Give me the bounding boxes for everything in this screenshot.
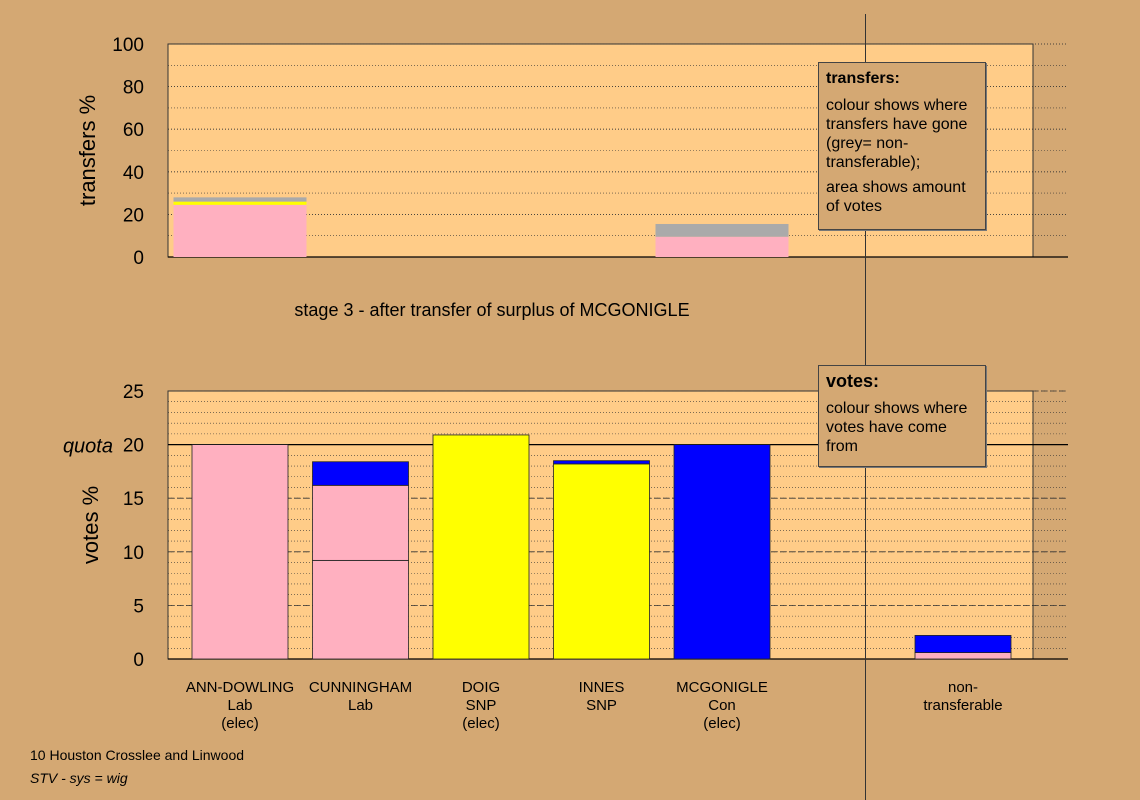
votes-y-tick-label: 20	[123, 436, 144, 457]
x-category-label: MCGONIGLE	[676, 679, 768, 696]
votes-bar-ann-dowling-lab	[191, 444, 289, 660]
votes-bar-cunningham-lab	[312, 559, 409, 660]
x-category-label: (elec)	[462, 715, 500, 732]
transfers-legend-title: transfers:	[826, 70, 900, 87]
footer-title: 10 Houston Crosslee and Linwood	[30, 747, 245, 763]
votes-y-tick-label: 5	[133, 596, 144, 617]
votes-bar-mcgonigle-con	[673, 444, 771, 660]
transfers-bar-ann-dowling-non-transferable	[173, 197, 307, 202]
transfers-bar-mcgonigle-non-transferable	[655, 223, 789, 237]
x-category-label: INNES	[579, 679, 625, 696]
votes-y-tick-label: 15	[123, 489, 144, 510]
transfers-y-tick-label: 0	[133, 248, 144, 269]
transfers-y-tick-label: 40	[123, 163, 144, 184]
x-category-label: (elec)	[221, 715, 259, 732]
x-category-label: Con	[708, 697, 736, 714]
x-category-label: ANN-DOWLING	[186, 679, 294, 696]
transfers-legend-line2: area shows amount of votes	[826, 179, 966, 215]
votes-bar-non-transferable-lab	[914, 652, 1012, 660]
transfers-y-tick-label: 100	[112, 35, 144, 56]
votes-legend-title: votes:	[826, 371, 880, 391]
x-category-label: (elec)	[703, 715, 741, 732]
x-category-label: non-	[948, 679, 978, 696]
votes-bar-doig-snp	[432, 434, 530, 660]
x-category-label: DOIG	[462, 679, 500, 696]
transfers-bar-ann-dowling-snp	[173, 201, 307, 205]
footer-system: STV - sys = wig	[30, 770, 128, 786]
votes-legend-line1: colour shows where votes have come from	[826, 400, 968, 455]
x-category-label: SNP	[466, 697, 497, 714]
quota-label: quota	[63, 436, 113, 458]
transfers-bar-mcgonigle-lab	[655, 236, 789, 257]
x-category-label: SNP	[586, 697, 617, 714]
x-category-label: CUNNINGHAM	[309, 679, 412, 696]
transfers-bar-ann-dowling-lab	[173, 204, 307, 257]
x-category-label: transferable	[923, 697, 1002, 714]
transfers-y-axis-label: transfers %	[75, 95, 100, 206]
votes-y-axis-label: votes %	[78, 486, 103, 564]
transfers-legend-line1: colour shows where transfers have gone (…	[826, 97, 968, 171]
votes-bar-innes-con	[553, 460, 650, 465]
votes-y-tick-label: 10	[123, 543, 144, 564]
x-category-label: Lab	[348, 697, 373, 714]
votes-bar-cunningham-lab	[312, 484, 409, 561]
votes-y-tick-label: 25	[123, 382, 144, 403]
votes-bar-non-transferable-con	[914, 635, 1012, 653]
votes-y-tick-label: 0	[133, 650, 144, 671]
transfers-legend: transfers: colour shows where transfers …	[818, 62, 986, 230]
x-category-label: Lab	[227, 697, 252, 714]
votes-bar-cunningham-con	[312, 461, 409, 486]
votes-bar-innes-snp	[553, 463, 650, 660]
transfers-y-tick-label: 80	[123, 78, 144, 99]
transfers-y-tick-label: 60	[123, 120, 144, 141]
votes-legend: votes: colour shows where votes have com…	[818, 365, 986, 467]
transfers-y-tick-label: 20	[123, 205, 144, 226]
stage-caption: stage 3 - after transfer of surplus of M…	[294, 300, 689, 320]
